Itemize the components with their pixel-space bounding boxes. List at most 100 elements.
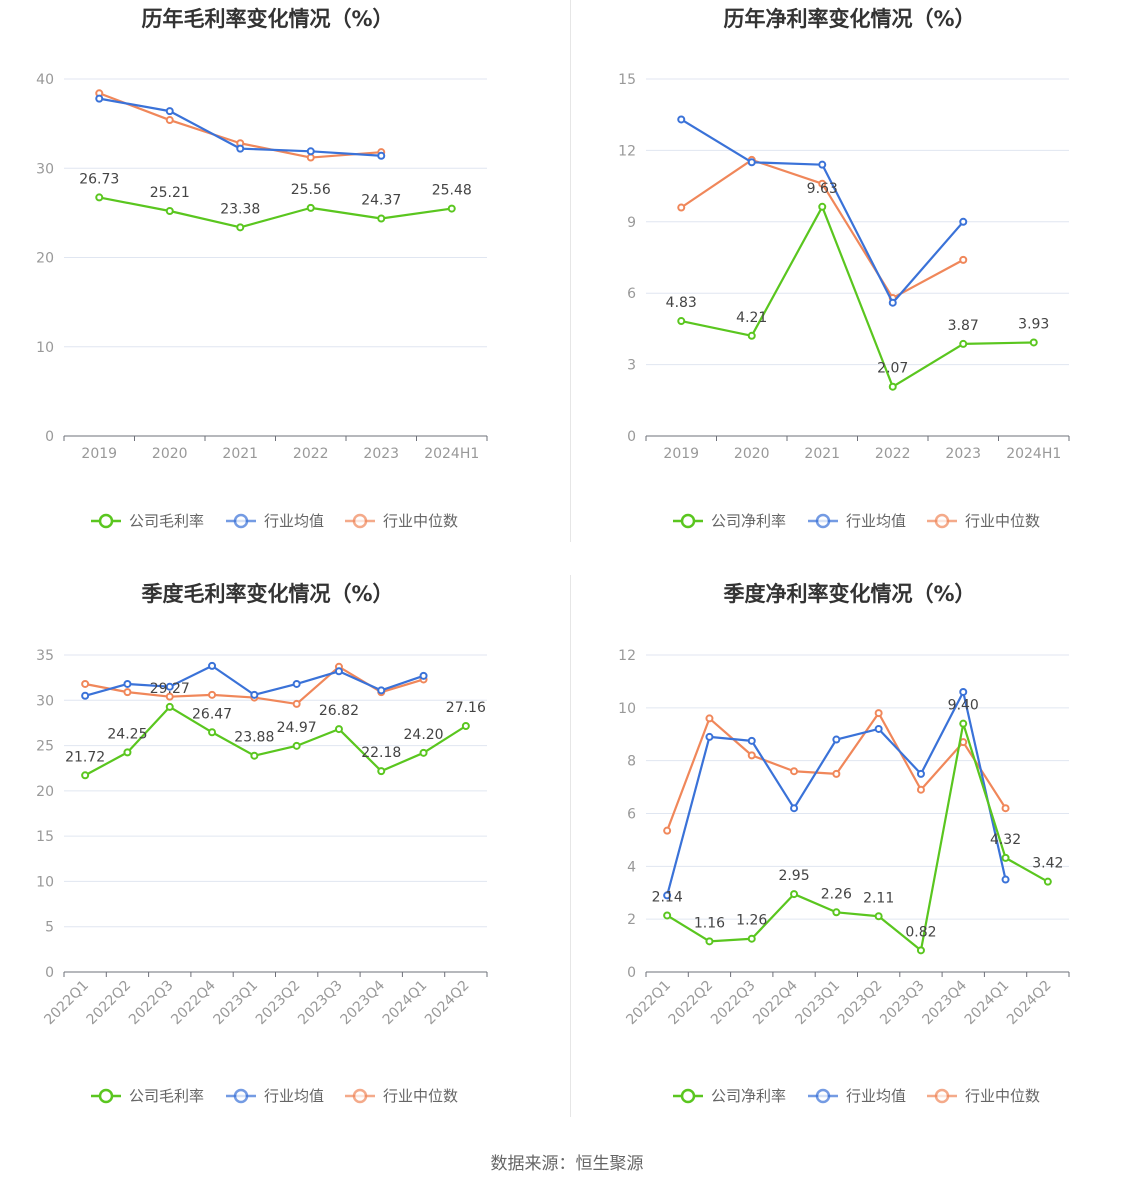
data-point-industry_median[interactable] — [663, 826, 672, 835]
data-point-industry_avg[interactable] — [747, 158, 756, 167]
data-point-company[interactable] — [888, 382, 897, 391]
legend-item-industry_avg[interactable]: 行业均值 — [226, 512, 324, 530]
data-point-company[interactable] — [747, 934, 756, 943]
legend-item-industry_avg[interactable]: 行业均值 — [808, 512, 906, 530]
x-tick-label: 2023 — [945, 446, 981, 462]
data-point-industry_median[interactable] — [165, 116, 174, 125]
data-point-industry_avg[interactable] — [705, 732, 714, 741]
data-point-industry_median[interactable] — [790, 767, 799, 776]
data-point-industry_avg[interactable] — [95, 94, 104, 103]
legend-item-company[interactable]: 公司毛利率 — [91, 512, 204, 530]
data-point-company[interactable] — [1029, 338, 1038, 347]
data-point-company[interactable] — [236, 223, 245, 232]
data-point-company[interactable] — [677, 317, 686, 326]
legend-item-industry_median[interactable]: 行业中位数 — [927, 1087, 1040, 1105]
data-point-industry_median[interactable] — [916, 785, 925, 794]
data-point-industry_avg[interactable] — [377, 151, 386, 160]
data-point-company[interactable] — [81, 771, 90, 780]
data-point-company[interactable] — [165, 702, 174, 711]
data-label: 3.42 — [1032, 856, 1063, 872]
data-point-industry_median[interactable] — [818, 179, 827, 188]
data-point-industry_median[interactable] — [959, 255, 968, 264]
legend-item-company[interactable]: 公司净利率 — [673, 512, 786, 530]
data-point-industry_avg[interactable] — [81, 691, 90, 700]
data-point-company[interactable] — [165, 207, 174, 216]
data-point-industry_avg[interactable] — [916, 769, 925, 778]
data-point-industry_avg[interactable] — [959, 217, 968, 226]
data-point-industry_avg[interactable] — [959, 687, 968, 696]
data-point-company[interactable] — [959, 719, 968, 728]
data-point-industry_avg[interactable] — [419, 671, 428, 680]
data-point-industry_median[interactable] — [747, 751, 756, 760]
data-point-company[interactable] — [292, 741, 301, 750]
legend-item-industry_median[interactable]: 行业中位数 — [345, 512, 458, 530]
data-point-industry_median[interactable] — [292, 699, 301, 708]
data-point-industry_avg[interactable] — [1001, 875, 1010, 884]
data-point-company[interactable] — [818, 202, 827, 211]
data-point-company[interactable] — [377, 767, 386, 776]
legend-item-industry_avg[interactable]: 行业均值 — [808, 1087, 906, 1105]
data-point-industry_median[interactable] — [123, 688, 132, 697]
data-point-industry_avg[interactable] — [832, 735, 841, 744]
data-point-company[interactable] — [419, 748, 428, 757]
legend-item-industry_median[interactable]: 行业中位数 — [345, 1087, 458, 1105]
legend-item-industry_median[interactable]: 行业中位数 — [927, 512, 1040, 530]
data-point-industry_avg[interactable] — [165, 682, 174, 691]
chart-panel-quarterly-net: 季度净利率变化情况（%） 0 2 4 6 8 10 12 2022Q1 2022Q2 2022Q3 2… — [582, 575, 1134, 1150]
data-point-company[interactable] — [832, 908, 841, 917]
data-point-company[interactable] — [916, 946, 925, 955]
data-point-industry_median[interactable] — [874, 709, 883, 718]
legend-swatch-marker — [680, 1088, 696, 1104]
data-point-industry_median[interactable] — [208, 690, 217, 699]
data-point-company[interactable] — [306, 203, 315, 212]
data-point-company[interactable] — [790, 890, 799, 899]
data-point-company[interactable] — [705, 937, 714, 946]
data-point-company[interactable] — [208, 728, 217, 737]
data-point-industry_median[interactable] — [306, 153, 315, 162]
legend-item-company[interactable]: 公司毛利率 — [91, 1087, 204, 1105]
data-point-industry_avg[interactable] — [165, 107, 174, 116]
data-point-company[interactable] — [1043, 877, 1052, 886]
data-point-company[interactable] — [874, 912, 883, 921]
data-point-industry_avg[interactable] — [236, 144, 245, 153]
data-point-company[interactable] — [447, 204, 456, 213]
data-point-industry_median[interactable] — [1001, 804, 1010, 813]
x-tick-label: 2019 — [663, 446, 699, 462]
legend-item-industry_avg[interactable]: 行业均值 — [226, 1087, 324, 1105]
x-tick-label: 2021 — [222, 446, 258, 462]
data-point-industry_avg[interactable] — [747, 736, 756, 745]
data-point-industry_avg[interactable] — [874, 724, 883, 733]
data-point-industry_avg[interactable] — [677, 115, 686, 124]
data-point-industry_avg[interactable] — [818, 160, 827, 169]
data-point-company[interactable] — [334, 725, 343, 734]
data-point-company[interactable] — [747, 331, 756, 340]
data-point-industry_avg[interactable] — [888, 298, 897, 307]
data-point-industry_avg[interactable] — [334, 667, 343, 676]
data-point-industry_median[interactable] — [165, 692, 174, 701]
x-tick-label: 2024H1 — [424, 446, 479, 462]
data-point-company[interactable] — [1001, 853, 1010, 862]
x-tick-label: 2023Q3 — [877, 978, 928, 1029]
data-point-company[interactable] — [95, 193, 104, 202]
data-point-company[interactable] — [377, 214, 386, 223]
data-point-industry_avg[interactable] — [292, 679, 301, 688]
data-point-industry_avg[interactable] — [306, 147, 315, 156]
data-point-company[interactable] — [959, 339, 968, 348]
data-point-industry_avg[interactable] — [377, 686, 386, 695]
data-point-company[interactable] — [123, 748, 132, 757]
data-point-industry_avg[interactable] — [790, 804, 799, 813]
data-point-company[interactable] — [663, 911, 672, 920]
data-point-industry_median[interactable] — [677, 203, 686, 212]
legend-item-company[interactable]: 公司净利率 — [673, 1087, 786, 1105]
data-point-industry_avg[interactable] — [663, 891, 672, 900]
data-point-industry_avg[interactable] — [208, 661, 217, 670]
data-point-industry_median[interactable] — [832, 769, 841, 778]
legend-swatch-marker — [233, 513, 249, 529]
data-point-industry_avg[interactable] — [123, 679, 132, 688]
x-tick-label: 2022Q3 — [126, 978, 177, 1029]
data-point-industry_median[interactable] — [705, 714, 714, 723]
data-point-industry_avg[interactable] — [250, 690, 259, 699]
data-point-company[interactable] — [461, 722, 470, 731]
data-point-company[interactable] — [250, 751, 259, 760]
data-point-industry_median[interactable] — [81, 679, 90, 688]
